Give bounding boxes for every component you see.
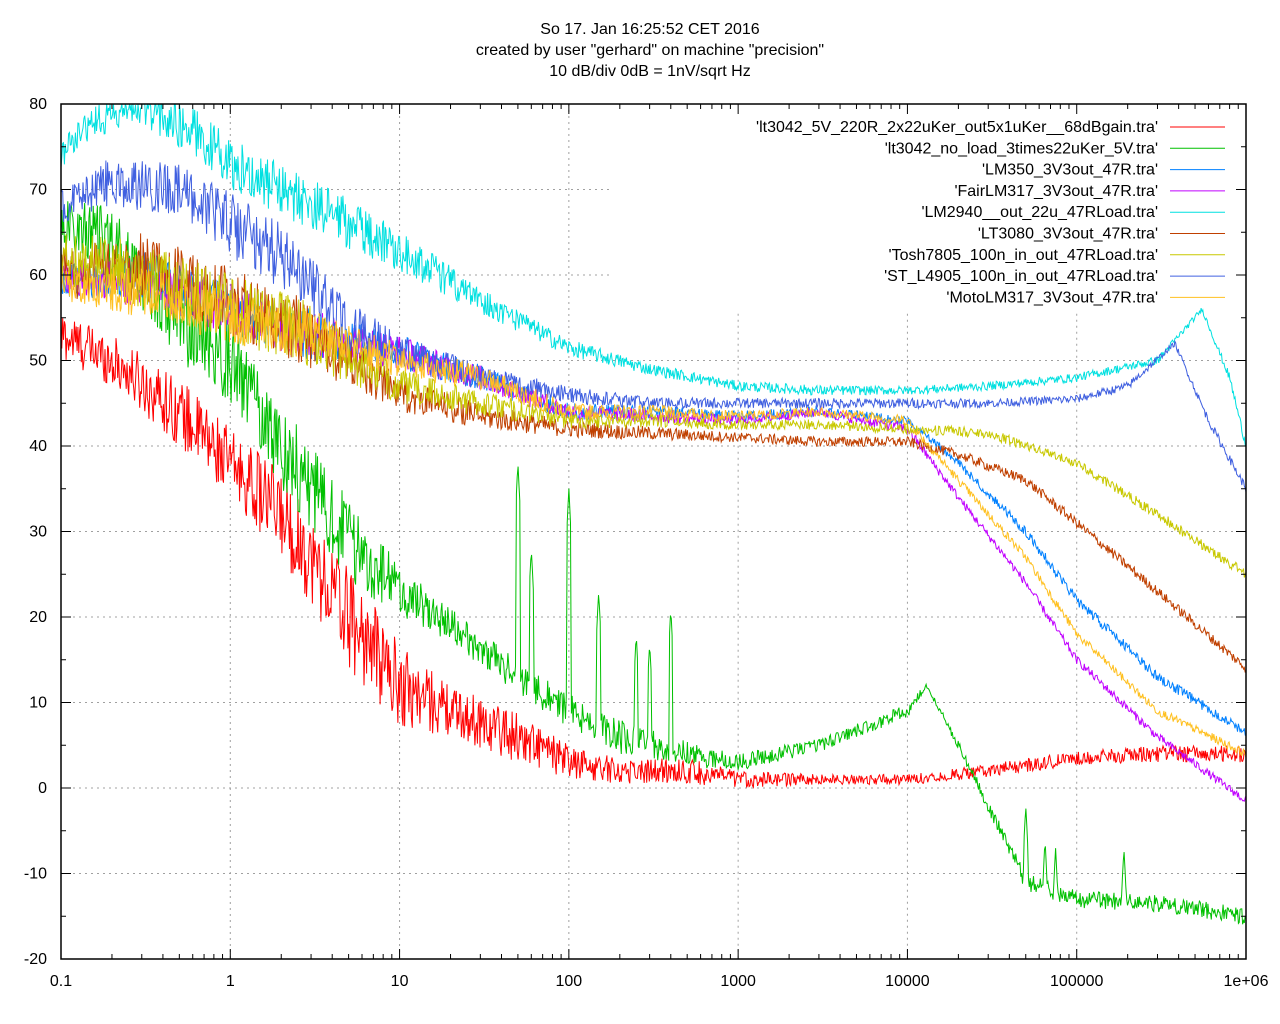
- title-line-date: So 17. Jan 16:25:52 CET 2016: [540, 21, 760, 38]
- legend: 'lt3042_5V_220R_2x22uKer_out5x1uKer__68d…: [756, 119, 1225, 306]
- x-tick-label: 100: [556, 973, 583, 990]
- legend-label: 'FairLM317_3V3out_47R.tra': [954, 183, 1158, 200]
- legend-entry: 'lt3042_no_load_3times22uKer_5V.tra': [885, 140, 1225, 157]
- legend-label: 'lt3042_no_load_3times22uKer_5V.tra': [885, 140, 1158, 157]
- tick-labels: -20 -10 0 10 20 30 40 50 60 70 80 0.1 1 10 100 1000 1000…: [24, 96, 1269, 990]
- y-tick-label: 30: [29, 524, 47, 541]
- y-tick-label: 40: [29, 438, 47, 455]
- y-tick-label: 80: [29, 96, 47, 113]
- x-tick-label: 10000: [885, 973, 930, 990]
- legend-entry: 'ST_L4905_100n_in_out_47RLoad.tra': [884, 268, 1225, 285]
- trace-7: [60, 234, 1247, 578]
- legend-label: 'Tosh7805_100n_in_out_47RLoad.tra': [889, 247, 1158, 264]
- x-tick-label: 1000: [720, 973, 756, 990]
- legend-label: 'lt3042_5V_220R_2x22uKer_out5x1uKer__68d…: [756, 119, 1158, 136]
- trace-9: [60, 267, 1247, 758]
- y-tick-label: -20: [24, 951, 47, 968]
- legend-entry: 'MotoLM317_3V3out_47R.tra': [946, 289, 1225, 306]
- legend-entry: 'LM2940__out_22u_47RLoad.tra': [921, 204, 1225, 221]
- legend-entry: 'Tosh7805_100n_in_out_47RLoad.tra': [889, 247, 1225, 264]
- legend-entry: 'FairLM317_3V3out_47R.tra': [954, 183, 1225, 200]
- y-tick-label: 10: [29, 695, 47, 712]
- legend-label: 'LT3080_3V3out_47R.tra': [978, 226, 1158, 243]
- traces: [60, 103, 1247, 925]
- legend-entry: 'lt3042_5V_220R_2x22uKer_out5x1uKer__68d…: [756, 119, 1225, 136]
- x-tick-label: 1e+06: [1224, 973, 1269, 990]
- y-tick-label: -10: [24, 866, 47, 883]
- trace-2: [60, 201, 1247, 925]
- chart-title: So 17. Jan 16:25:52 CET 2016 created by …: [476, 21, 824, 80]
- y-tick-label: 50: [29, 353, 47, 370]
- axes: [60, 103, 1247, 960]
- legend-label: 'LM2940__out_22u_47RLoad.tra': [921, 204, 1158, 221]
- y-tick-label: 60: [29, 267, 47, 284]
- legend-label: 'LM350_3V3out_47R.tra': [982, 162, 1158, 179]
- legend-label: 'ST_L4905_100n_in_out_47RLoad.tra': [884, 268, 1158, 285]
- title-line-scale: 10 dB/div 0dB = 1nV/sqrt Hz: [549, 63, 750, 80]
- legend-label: 'MotoLM317_3V3out_47R.tra': [946, 289, 1158, 306]
- legend-entry: 'LM350_3V3out_47R.tra': [982, 162, 1225, 179]
- x-tick-label: 0.1: [50, 973, 72, 990]
- title-line-user: created by user "gerhard" on machine "pr…: [476, 42, 824, 59]
- legend-entry: 'LT3080_3V3out_47R.tra': [978, 226, 1225, 243]
- x-tick-label: 10: [391, 973, 409, 990]
- y-tick-label: 0: [38, 780, 47, 797]
- x-tick-label: 1: [226, 973, 235, 990]
- y-tick-label: 70: [29, 182, 47, 199]
- x-tick-label: 100000: [1050, 973, 1103, 990]
- trace-5: [60, 103, 1247, 448]
- trace-1: [60, 316, 1247, 790]
- y-tick-label: 20: [29, 609, 47, 626]
